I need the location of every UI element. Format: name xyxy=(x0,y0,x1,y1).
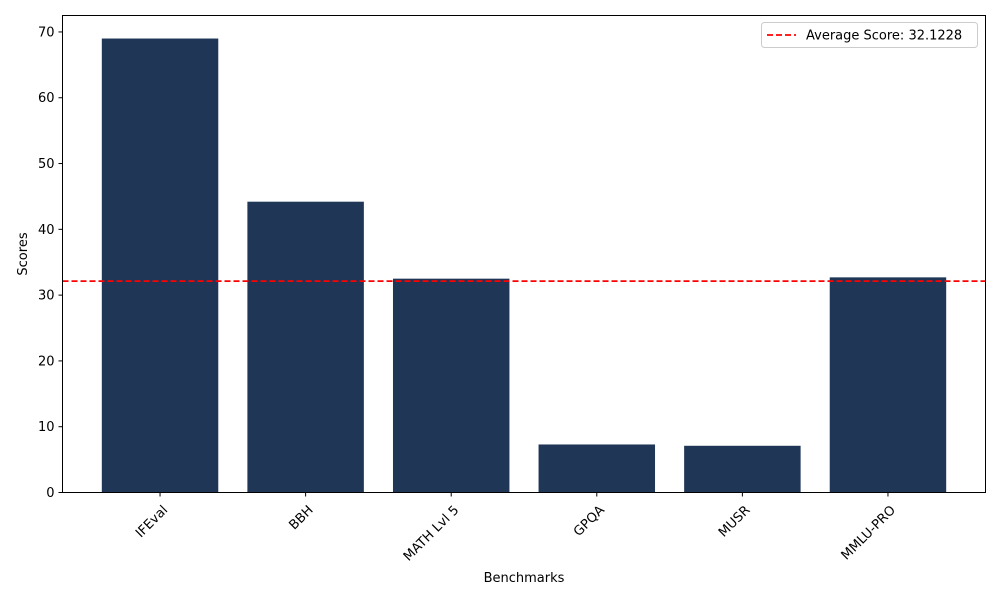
bar-musr xyxy=(684,445,801,493)
y-tick-label: 0 xyxy=(46,486,54,501)
legend-box xyxy=(761,22,978,48)
y-tick-label: 70 xyxy=(38,25,55,40)
x-axis-label: Benchmarks xyxy=(484,571,565,586)
bar-gpqa xyxy=(538,444,656,493)
x-tick-label: MUSR xyxy=(716,503,753,540)
bar-ifeval xyxy=(101,38,219,493)
x-tick-label: MMLU-PRO xyxy=(839,503,899,563)
y-tick-label: 40 xyxy=(38,223,55,238)
y-tick-label: 60 xyxy=(38,91,55,106)
y-tick-label: 20 xyxy=(38,354,55,369)
y-axis: 0 10 20 30 40 50 60 70 xyxy=(38,25,63,501)
x-tick-label: GPQA xyxy=(571,503,608,540)
bar-math-lvl-5 xyxy=(392,278,510,493)
bars-layer xyxy=(101,38,947,493)
x-axis: IFEval BBH MATH Lvl 5 GPQA MUSR MMLU-PRO xyxy=(133,492,899,564)
x-tick-label: MATH Lvl 5 xyxy=(401,503,462,564)
y-axis-label: Scores xyxy=(16,232,31,275)
plot-frame xyxy=(62,15,986,493)
bar-bbh xyxy=(247,201,364,493)
legend: Average Score: 32.1228 xyxy=(761,22,978,48)
y-tick-label: 30 xyxy=(38,289,55,304)
x-tick-label: IFEval xyxy=(133,503,171,541)
x-tick-label: BBH xyxy=(287,503,317,533)
y-tick-label: 10 xyxy=(38,420,55,435)
legend-label: Average Score: 32.1228 xyxy=(806,29,962,44)
bar-mmlu-pro xyxy=(829,277,947,493)
y-tick-label: 50 xyxy=(38,157,55,172)
